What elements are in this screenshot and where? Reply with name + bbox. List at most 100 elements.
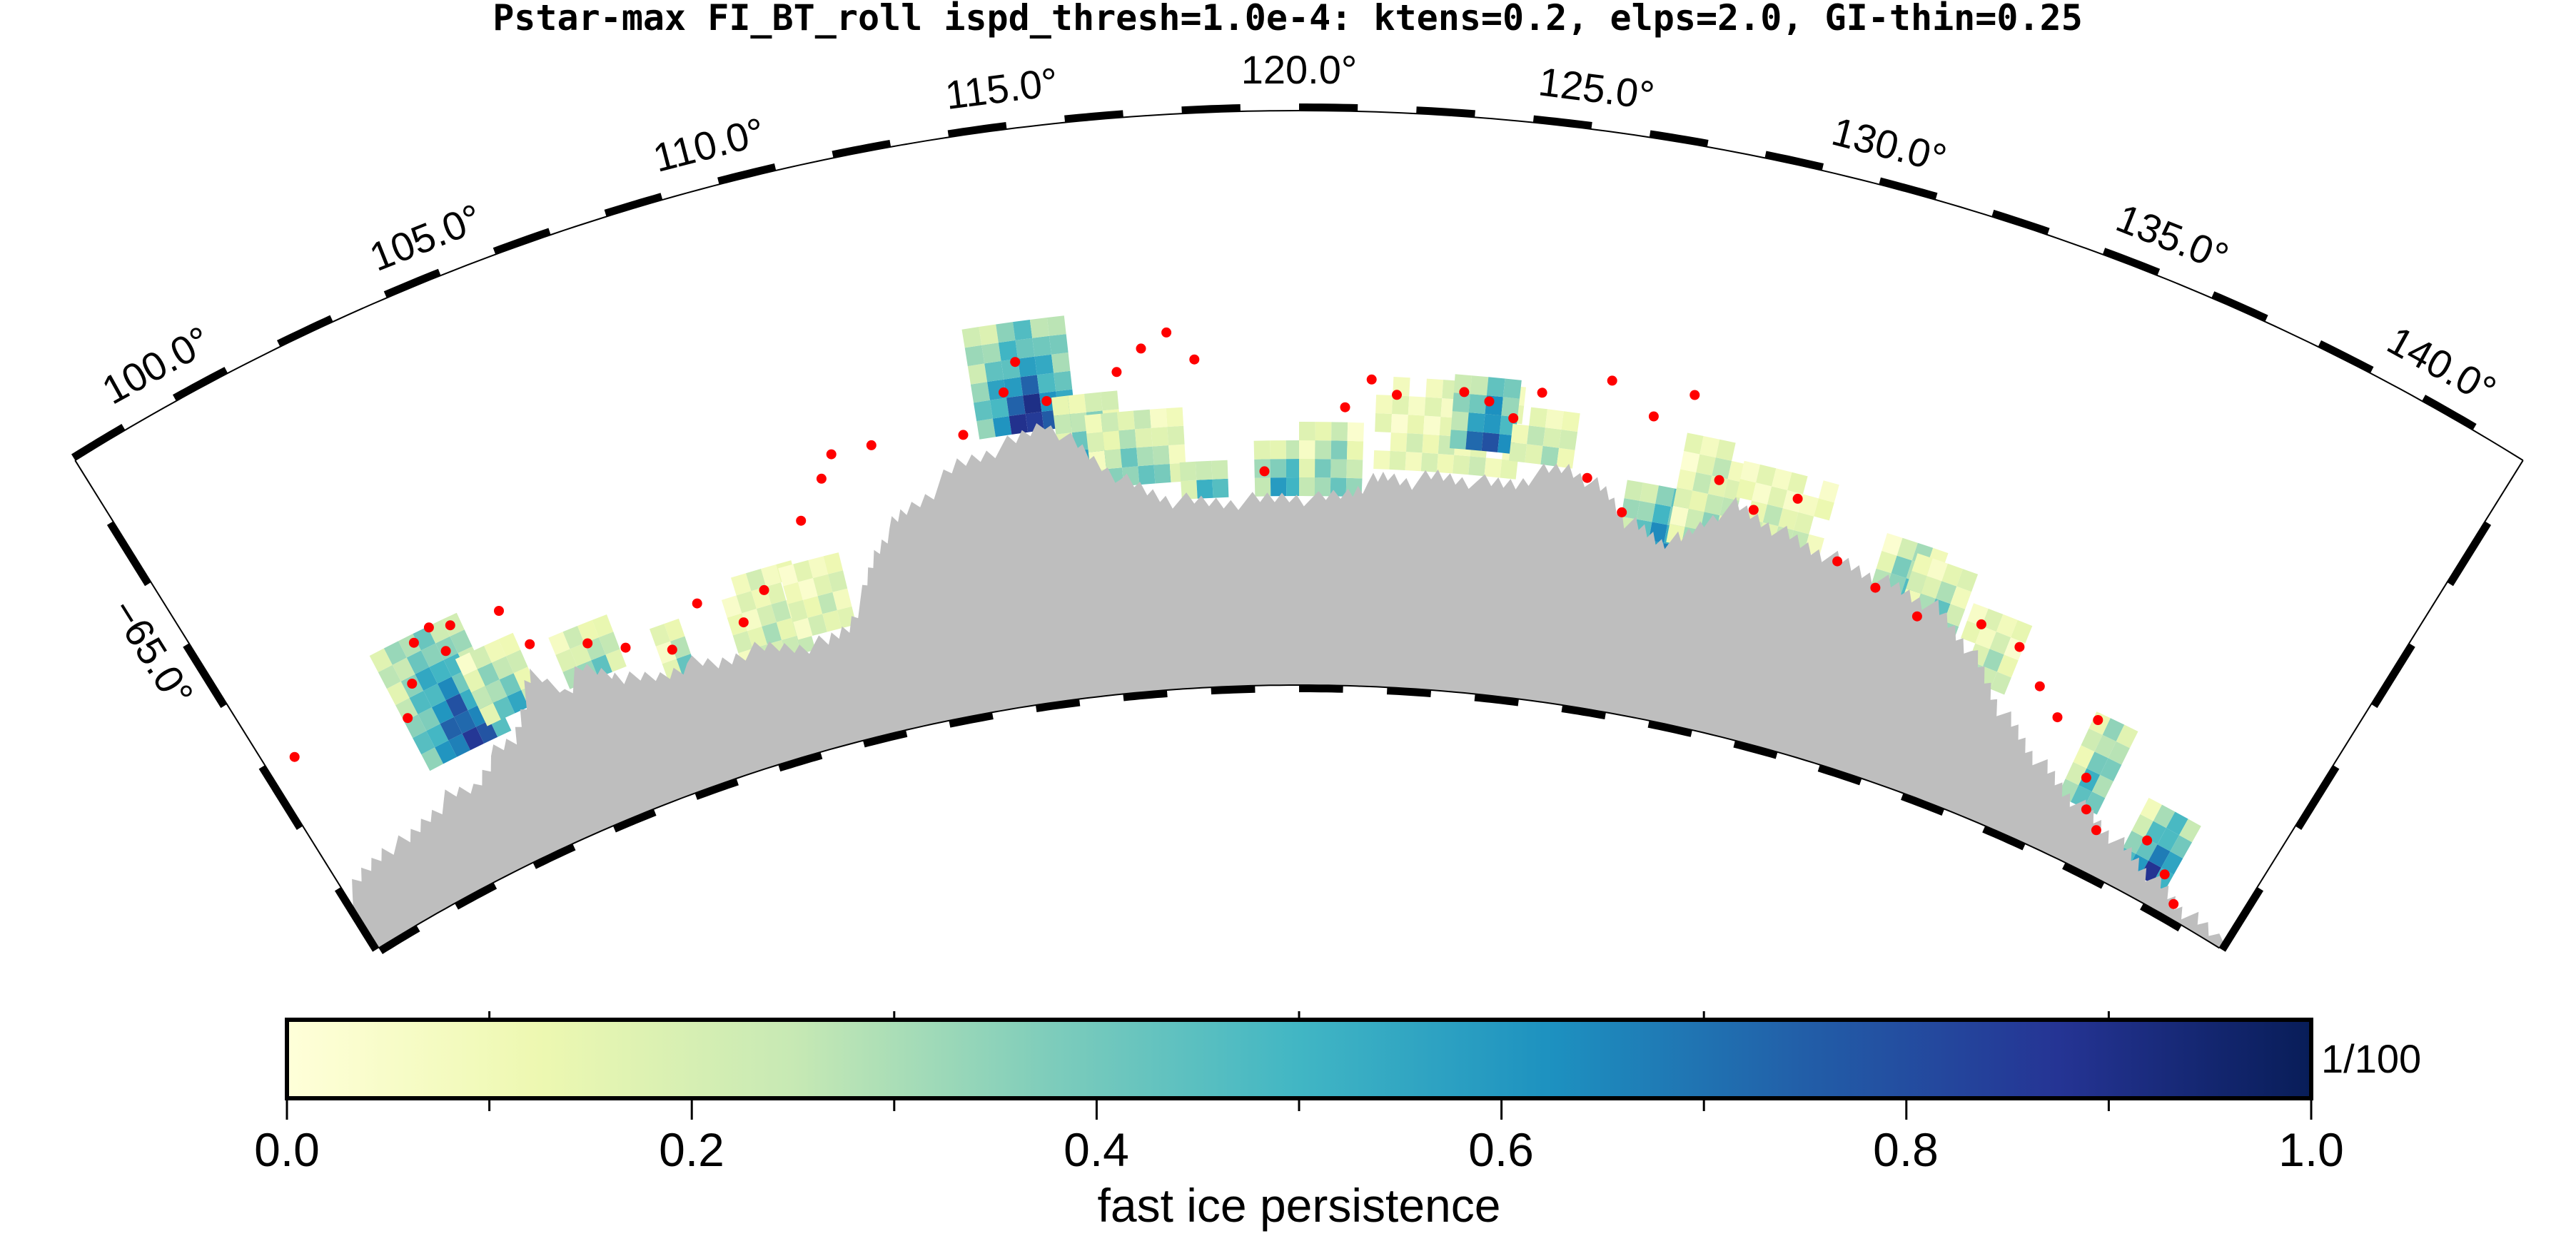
frame-bar xyxy=(1817,764,1862,786)
fast-ice-cell xyxy=(462,726,485,751)
fast-ice-cell xyxy=(1330,440,1348,460)
fast-ice-cell xyxy=(813,574,833,597)
colorbar: 0.0 0.2 0.4 0.6 0.8 1.0 1/100 fast ice p… xyxy=(254,1011,2421,1232)
fast-ice-cell xyxy=(1772,468,1792,490)
fast-ice-cell xyxy=(392,657,415,682)
fast-ice-cell xyxy=(1104,449,1122,470)
grounded-iceberg-dot xyxy=(999,387,1009,397)
fast-ice-cell xyxy=(1166,407,1184,427)
fast-ice-cell xyxy=(2102,718,2125,741)
fast-ice-cell xyxy=(802,596,823,618)
frame-bar xyxy=(277,315,333,347)
grounded-iceberg-dot xyxy=(1259,466,1270,477)
fast-ice-cell xyxy=(477,662,500,687)
grounded-iceberg-dot xyxy=(1189,354,1200,365)
fast-ice-cell xyxy=(1102,430,1121,451)
fast-ice-cell xyxy=(1983,649,2004,672)
frame-outline xyxy=(74,109,2524,461)
fast-ice-cell xyxy=(1559,430,1578,450)
grounded-iceberg-markers xyxy=(289,327,2179,909)
frame-bar xyxy=(604,193,663,217)
frame-bar xyxy=(1649,130,1709,147)
fast-ice-cell xyxy=(1392,395,1410,415)
fast-ice-cell xyxy=(1486,377,1505,397)
fast-ice-cell xyxy=(1501,397,1520,417)
fast-ice-cell xyxy=(1390,414,1408,434)
frame-bar xyxy=(1299,103,1358,111)
frame-bar xyxy=(172,367,228,401)
fast-ice-cell xyxy=(746,569,767,592)
colorbar-unit: 1/100 xyxy=(2321,1036,2421,1081)
fast-ice-cell xyxy=(1135,427,1153,448)
frame-bar xyxy=(183,643,227,709)
fast-ice-cell xyxy=(1778,508,1799,530)
grounded-iceberg-dot xyxy=(1340,402,1350,412)
grounded-iceberg-dot xyxy=(582,638,593,649)
frame-bar xyxy=(1982,826,2026,851)
fast-ice-cell xyxy=(1944,604,1966,627)
fast-ice-cell xyxy=(1029,318,1049,338)
frame-bar xyxy=(717,163,777,185)
grounded-iceberg-dot xyxy=(2091,825,2101,836)
frame-bar xyxy=(2371,643,2415,709)
fast-ice-cell xyxy=(664,618,685,642)
fast-ice-cell xyxy=(793,617,813,640)
grounded-iceberg-dot xyxy=(1161,327,1172,338)
fast-ice-cell xyxy=(1006,395,1026,417)
fast-ice-cell xyxy=(1315,459,1331,478)
fast-ice-cell xyxy=(1684,432,1704,455)
frame-bar xyxy=(2219,887,2264,952)
fast-ice-cell xyxy=(1315,422,1332,441)
fast-ice-cell xyxy=(756,604,777,627)
fast-ice-cell xyxy=(435,740,457,764)
fast-ice-cell xyxy=(1253,440,1271,460)
fast-ice-cell xyxy=(998,340,1018,361)
fast-ice-cell xyxy=(1270,440,1286,460)
fast-ice-cell xyxy=(1950,586,1972,609)
fast-ice-cell xyxy=(732,631,753,654)
grounded-iceberg-dot xyxy=(620,642,631,653)
fast-ice-cell xyxy=(766,582,787,604)
fast-ice-cell xyxy=(650,624,671,647)
fast-ice-cell xyxy=(2148,844,2171,868)
fast-ice-cell xyxy=(369,648,393,672)
fast-ice-cell xyxy=(1468,394,1487,414)
frame-bar xyxy=(532,844,576,869)
fast-ice-cell xyxy=(1453,455,1470,475)
grounded-iceberg-dot xyxy=(1617,507,1627,517)
fast-ice-cell xyxy=(420,643,444,667)
fast-ice-cell xyxy=(406,650,430,674)
map-content xyxy=(289,315,2241,948)
frame-bar xyxy=(1733,740,1778,759)
fast-ice-cell xyxy=(1346,459,1363,479)
grounded-iceberg-dot xyxy=(1537,387,1547,398)
fast-ice-cell xyxy=(721,595,742,618)
fast-ice-cell xyxy=(1956,569,1979,592)
fast-ice-cell xyxy=(976,418,996,440)
grounded-iceberg-dot xyxy=(289,751,300,762)
fast-ice-cell xyxy=(1502,378,1522,399)
fast-ice-cell xyxy=(1375,413,1392,432)
fast-ice-cell xyxy=(981,343,1001,364)
fast-ice-cell xyxy=(445,693,468,717)
grounded-iceberg-dot xyxy=(866,440,877,450)
fast-ice-cell xyxy=(475,720,498,744)
frame-bar xyxy=(378,925,420,955)
fast-ice-cell xyxy=(2094,734,2116,759)
fast-ice-cell xyxy=(1299,440,1315,460)
fast-ice-cell xyxy=(1818,480,1839,503)
fast-ice-cell xyxy=(1876,550,1897,574)
fast-ice-cell xyxy=(1068,393,1086,415)
grounded-iceberg-dot xyxy=(1366,374,1377,385)
fast-ice-cell xyxy=(1814,498,1834,521)
fast-ice-cell xyxy=(1704,494,1724,516)
colorbar-tick-0-6: 0.6 xyxy=(1468,1123,1534,1176)
fast-ice-cell xyxy=(2108,741,2130,765)
fast-ice-cell xyxy=(471,686,493,710)
frame-bar xyxy=(778,751,823,772)
fast-ice-cell xyxy=(1254,477,1271,497)
colorbar-tick-0-2: 0.2 xyxy=(659,1123,724,1176)
fast-ice-cell xyxy=(1961,620,1982,644)
fast-ice-cell xyxy=(1013,320,1033,340)
frame-bar xyxy=(1532,115,1592,129)
